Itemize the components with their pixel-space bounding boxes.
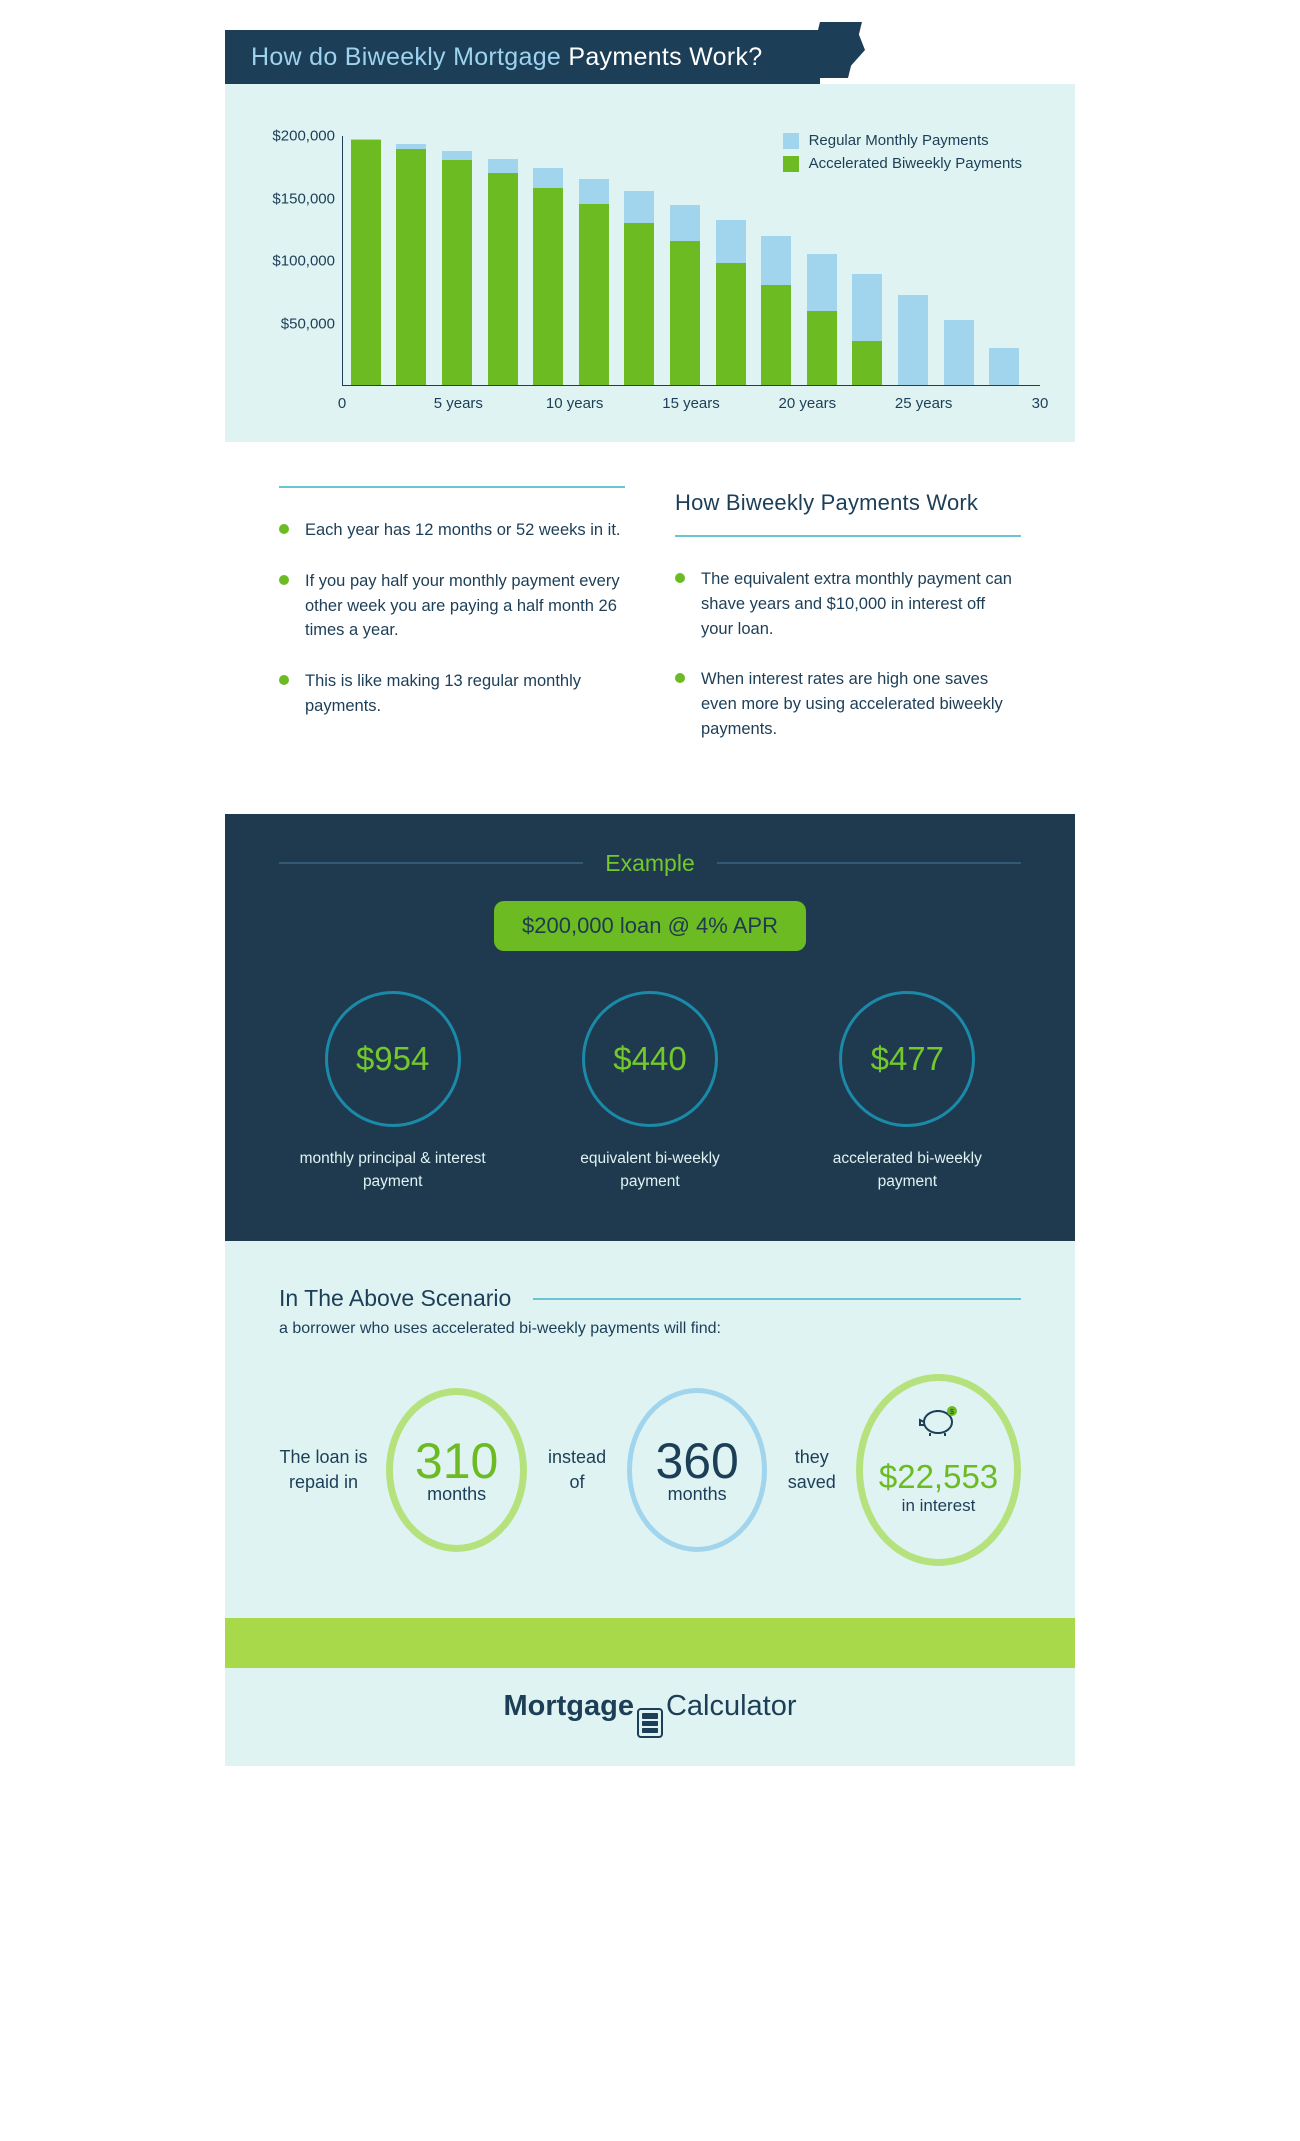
scenario-circle-repaid: 310 months [386, 1388, 527, 1552]
x-axis-label: 20 years [779, 395, 837, 412]
scenario-text-2: instead of [545, 1445, 609, 1495]
chart-legend: Regular Monthly Payments Accelerated Biw… [783, 132, 1022, 178]
bullet-item: If you pay half your monthly payment eve… [279, 569, 625, 643]
y-axis-label: $150,000 [260, 190, 335, 207]
bullet-item: This is like making 13 regular monthly p… [279, 669, 625, 719]
bullets-right-title: How Biweekly Payments Work [675, 486, 1021, 519]
scenario-section: In The Above Scenario a borrower who use… [225, 1241, 1075, 1618]
x-axis-label: 10 years [546, 395, 604, 412]
chart-section: $200,000 $150,000 $100,000 $50,000 0 5 years… [225, 84, 1075, 442]
footer-logo: MortgageCalculator [225, 1668, 1075, 1766]
scenario-circle-instead: 360 months [627, 1388, 768, 1552]
x-axis-label: 0 [338, 395, 346, 412]
y-axis-label: $50,000 [260, 315, 335, 332]
title-banner: How do Biweekly Mortgage Payments Work? [225, 0, 1075, 92]
legend-accelerated: Accelerated Biweekly Payments [809, 155, 1022, 172]
x-axis-label: 30 [1032, 395, 1049, 412]
y-axis-label: $100,000 [260, 253, 335, 270]
x-axis-label: 15 years [662, 395, 720, 412]
scenario-subtitle: a borrower who uses accelerated bi-weekl… [279, 1320, 1021, 1338]
bullet-item: The equivalent extra monthly payment can… [675, 567, 1021, 641]
example-heading: Example [605, 850, 694, 877]
bullet-item: Each year has 12 months or 52 weeks in i… [279, 518, 625, 543]
x-axis-label: 25 years [895, 395, 953, 412]
legend-regular: Regular Monthly Payments [809, 132, 989, 149]
scenario-text-1: The loan is repaid in [279, 1445, 368, 1495]
x-axis-label: 5 years [434, 395, 483, 412]
piggy-bank-icon: $ [918, 1403, 960, 1437]
scenario-text-3: they saved [785, 1445, 838, 1495]
example-item: $954monthly principal & interestpayment [279, 991, 506, 1194]
scenario-title: In The Above Scenario [279, 1285, 511, 1312]
calculator-icon [637, 1708, 663, 1738]
example-section: Example $200,000 loan @ 4% APR $954month… [225, 814, 1075, 1242]
scenario-circle-saved: $ $22,553 in interest [856, 1374, 1021, 1566]
svg-text:$: $ [950, 1409, 954, 1416]
page-title: How do Biweekly Mortgage Payments Work? [225, 43, 762, 72]
example-item: $440equivalent bi-weeklypayment [536, 991, 763, 1194]
example-item: $477accelerated bi-weeklypayment [794, 991, 1021, 1194]
footer-bar [225, 1618, 1075, 1668]
bullet-item: When interest rates are high one saves e… [675, 667, 1021, 741]
bullets-section: Each year has 12 months or 52 weeks in i… [225, 442, 1075, 814]
y-axis-label: $200,000 [260, 128, 335, 145]
example-pill: $200,000 loan @ 4% APR [494, 901, 806, 951]
